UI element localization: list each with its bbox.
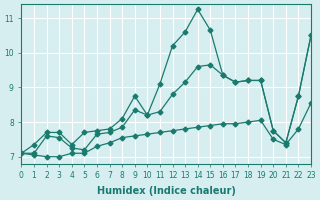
- X-axis label: Humidex (Indice chaleur): Humidex (Indice chaleur): [97, 186, 236, 196]
